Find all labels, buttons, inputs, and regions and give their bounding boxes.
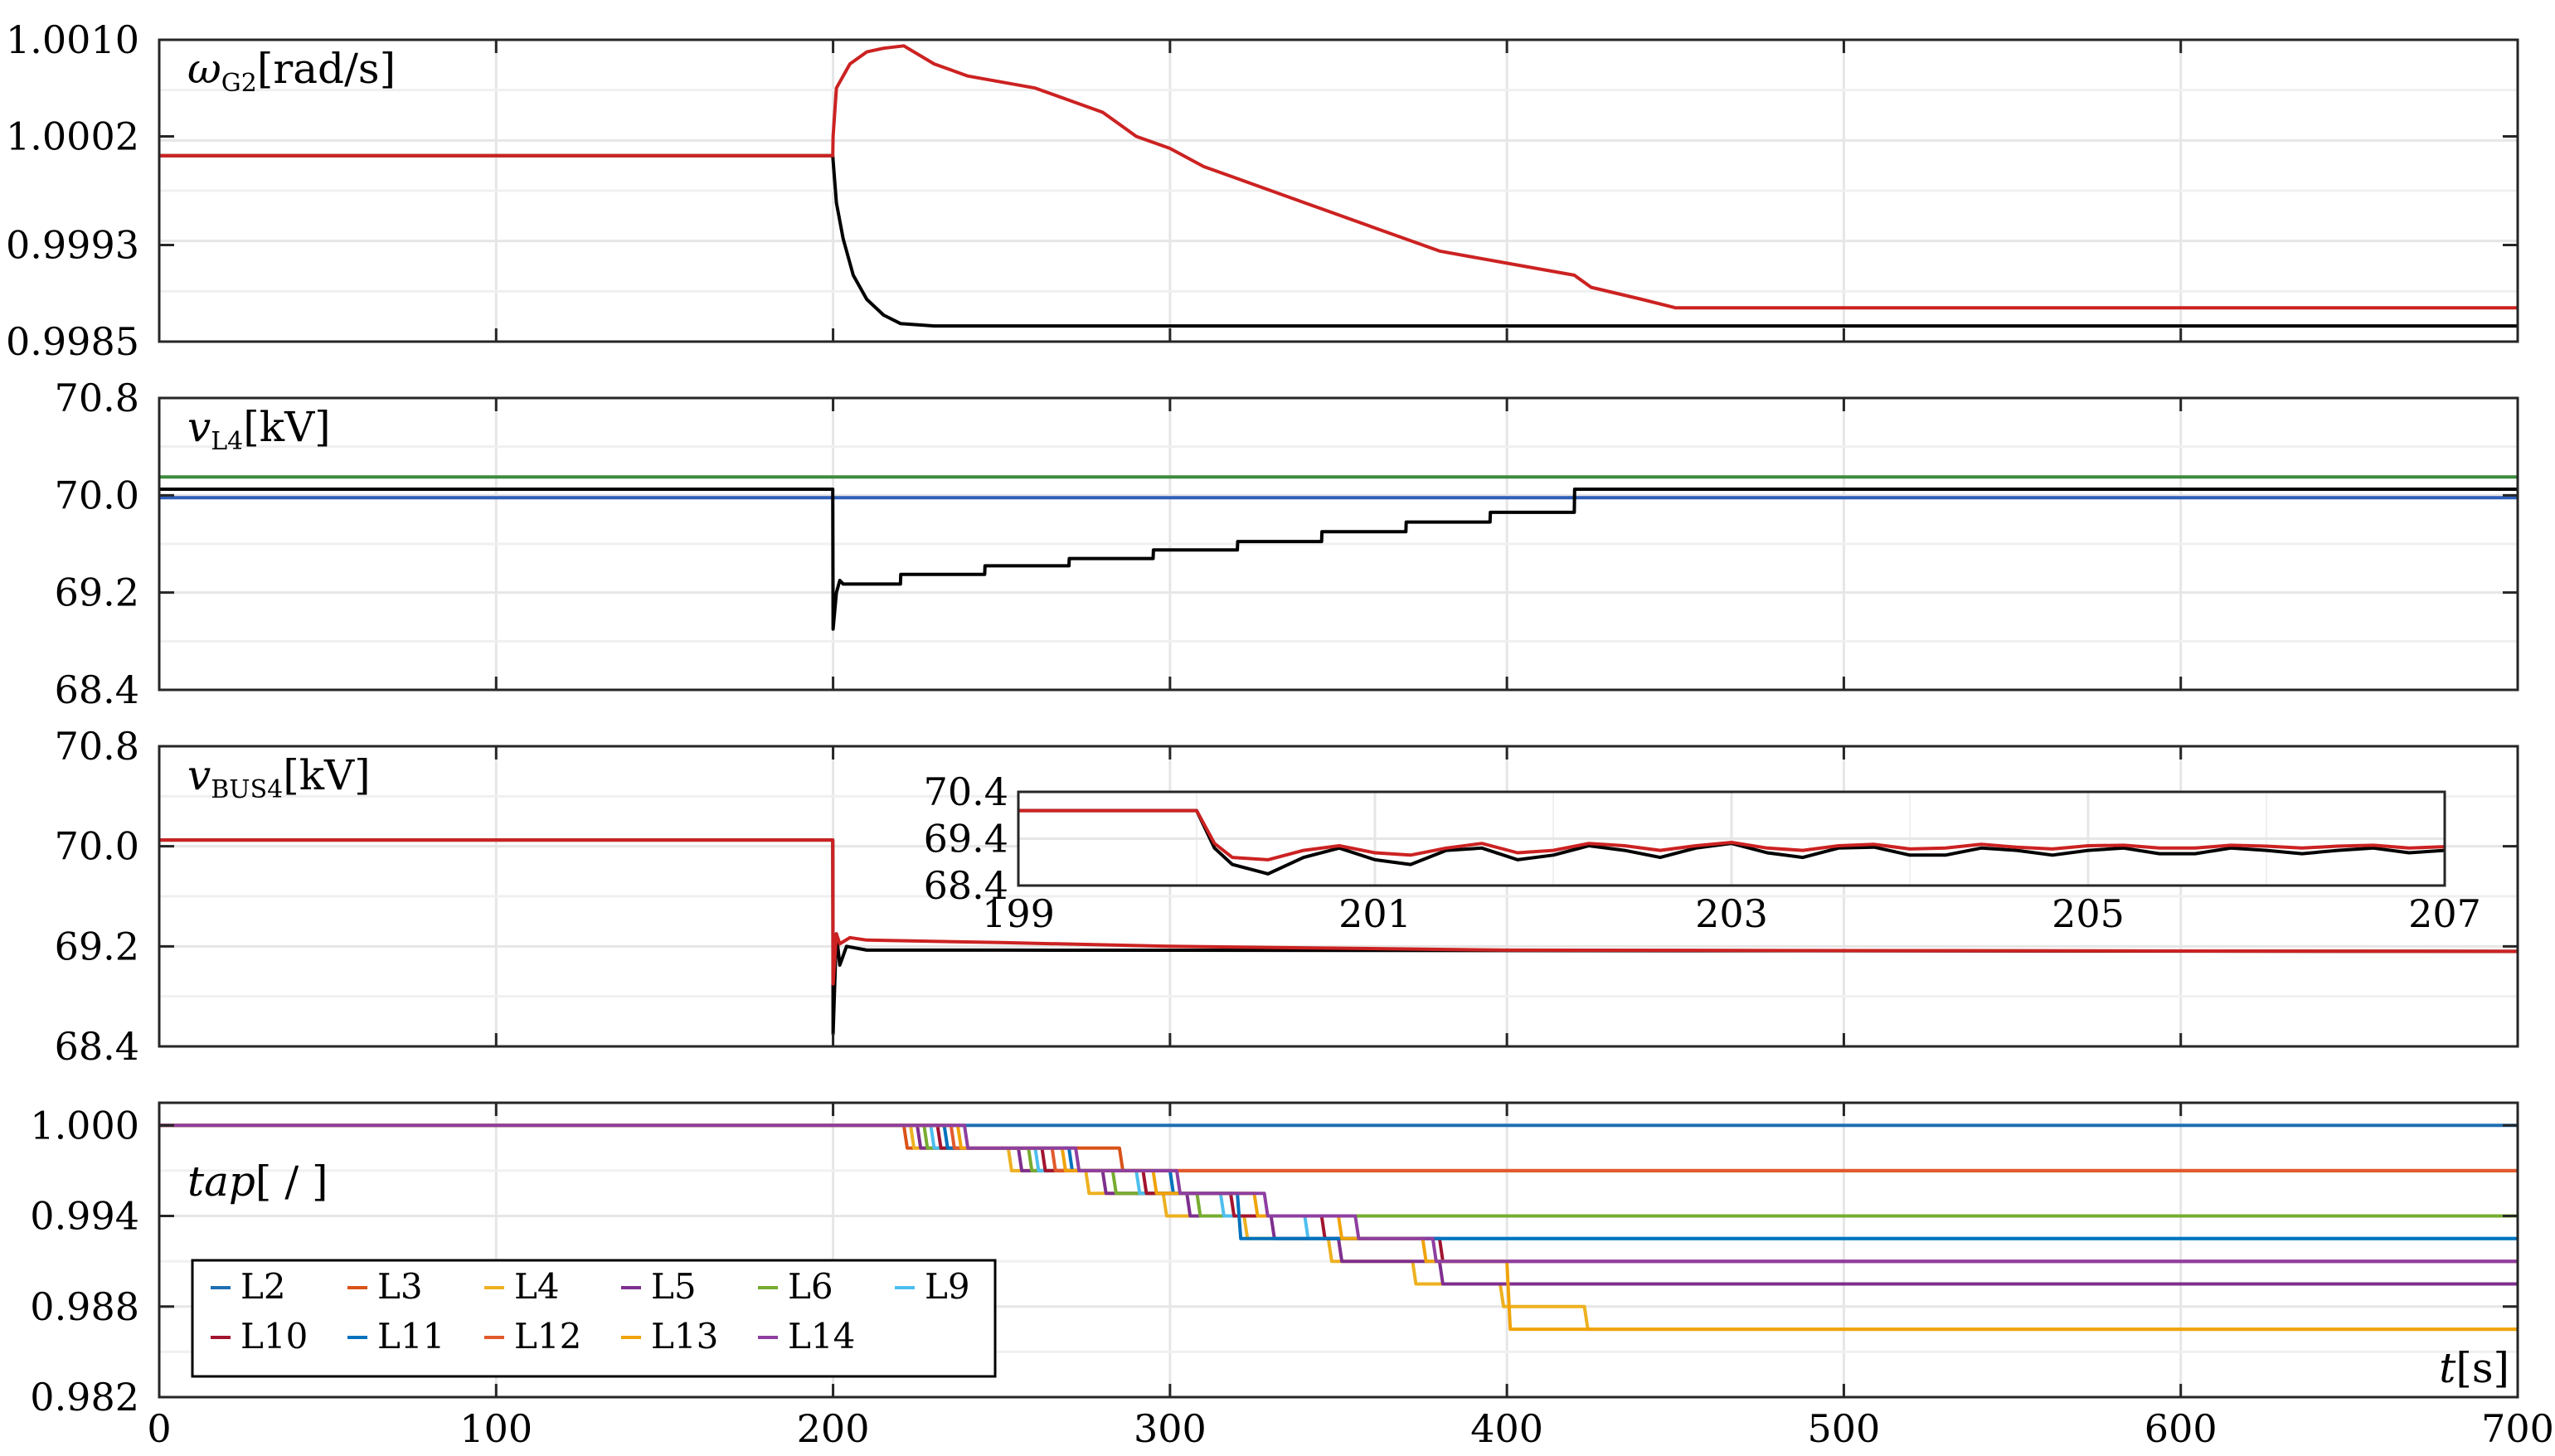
x-tick-label: 200 [797, 1406, 870, 1451]
y-tick-label: 70.0 [55, 824, 139, 869]
inset-series [1018, 808, 2445, 876]
y-tick-label: 0.988 [30, 1284, 139, 1329]
x-tick-label: 400 [1470, 1406, 1543, 1451]
legend-label-l14: L14 [788, 1316, 855, 1357]
series-group [159, 44, 2518, 328]
y-tick-label: 0.9993 [6, 223, 139, 268]
x-tick-label: 500 [1808, 1406, 1881, 1451]
series-line-3 [159, 488, 2518, 631]
y-tick-label: 70.8 [55, 376, 139, 420]
y-tick-label: 1.0010 [6, 17, 139, 62]
legend-label-l9: L9 [925, 1266, 970, 1307]
series-group [159, 1124, 2518, 1332]
series-group [159, 475, 2518, 631]
series-line-l9 [159, 1124, 2518, 1240]
y-tick-label: 69.2 [55, 924, 139, 968]
panel-1: 1.0010 1.0002 0.9993 0.9985 ωG2[rad/s] [6, 17, 2519, 364]
y-tick-label: 1.000 [30, 1103, 139, 1148]
inset-series-line-2 [1018, 808, 2445, 861]
y-tick-label: 0.994 [30, 1194, 139, 1239]
x-tick-label: 700 [2481, 1406, 2554, 1451]
series-line-1 [159, 153, 2518, 328]
inset-x-tick-label: 203 [1695, 891, 1768, 936]
legend-label-l6: L6 [788, 1266, 833, 1307]
inset-x-tick-label: 205 [2052, 891, 2125, 936]
y-tick-label: 68.4 [55, 1024, 139, 1069]
axes-box [158, 396, 2519, 692]
y-tick-label: 1.0002 [6, 114, 139, 158]
y-tick-label: 70.0 [55, 473, 139, 517]
x-tick-label: 100 [459, 1406, 532, 1451]
y-tick-label: 0.9985 [6, 319, 139, 364]
y-axis-label: tap[ / ] [187, 1158, 328, 1206]
inset-x-tick-label: 199 [982, 891, 1055, 936]
legend-label-l4: L4 [514, 1266, 560, 1307]
legend-label-l5: L5 [651, 1266, 697, 1307]
legend-label-l13: L13 [651, 1316, 718, 1357]
inset-box [1017, 790, 2446, 887]
series-line-l14 [159, 1124, 2518, 1264]
legend-label-l10: L10 [240, 1316, 308, 1357]
x-tick-label: 600 [2145, 1406, 2217, 1451]
panel-2: 70.8 70.0 69.2 68.4 vL4[kV] [55, 376, 2519, 712]
y-axis-label: vBUS4[kV] [187, 751, 371, 804]
axes-box [158, 745, 2519, 1048]
y-tick-label: 69.2 [55, 570, 139, 615]
y-axis-label: vL4[kV] [187, 403, 331, 456]
axes-box [158, 38, 2519, 343]
y-tick-label: 68.4 [55, 667, 139, 712]
inset-x-tick-label: 207 [2408, 891, 2481, 936]
x-tick-label: 0 [147, 1406, 171, 1451]
inset-x-tick-label: 201 [1338, 891, 1411, 936]
series-group [159, 838, 2518, 1036]
series-line-2 [159, 44, 2518, 310]
y-tick-label: 0.982 [30, 1375, 139, 1420]
x-tick-label: 300 [1134, 1406, 1207, 1451]
series-line-2 [159, 838, 2518, 986]
x-axis-label: t[s] [2439, 1344, 2509, 1392]
y-tick-label: 70.8 [55, 724, 139, 769]
legend-label-l12: L12 [514, 1316, 581, 1357]
inset-y-tick-label: 68.4 [924, 863, 1008, 908]
legend-label-l2: L2 [240, 1266, 286, 1307]
axes-box [158, 1101, 2519, 1399]
legend-label-l11: L11 [377, 1316, 444, 1357]
legend-box [191, 1259, 997, 1378]
inset-y-tick-label: 70.4 [924, 769, 1008, 814]
series-line-l4 [159, 1124, 2518, 1332]
legend-label-l3: L3 [377, 1266, 423, 1307]
inset-y-tick-label: 69.4 [924, 817, 1008, 861]
inset-series-line-1 [1018, 808, 2445, 876]
y-axis-label: ωG2[rad/s] [187, 45, 396, 98]
legend: L2 L3 L4 L5 L6 L9 L10 L11 L12 L13 L14 [191, 1259, 997, 1378]
